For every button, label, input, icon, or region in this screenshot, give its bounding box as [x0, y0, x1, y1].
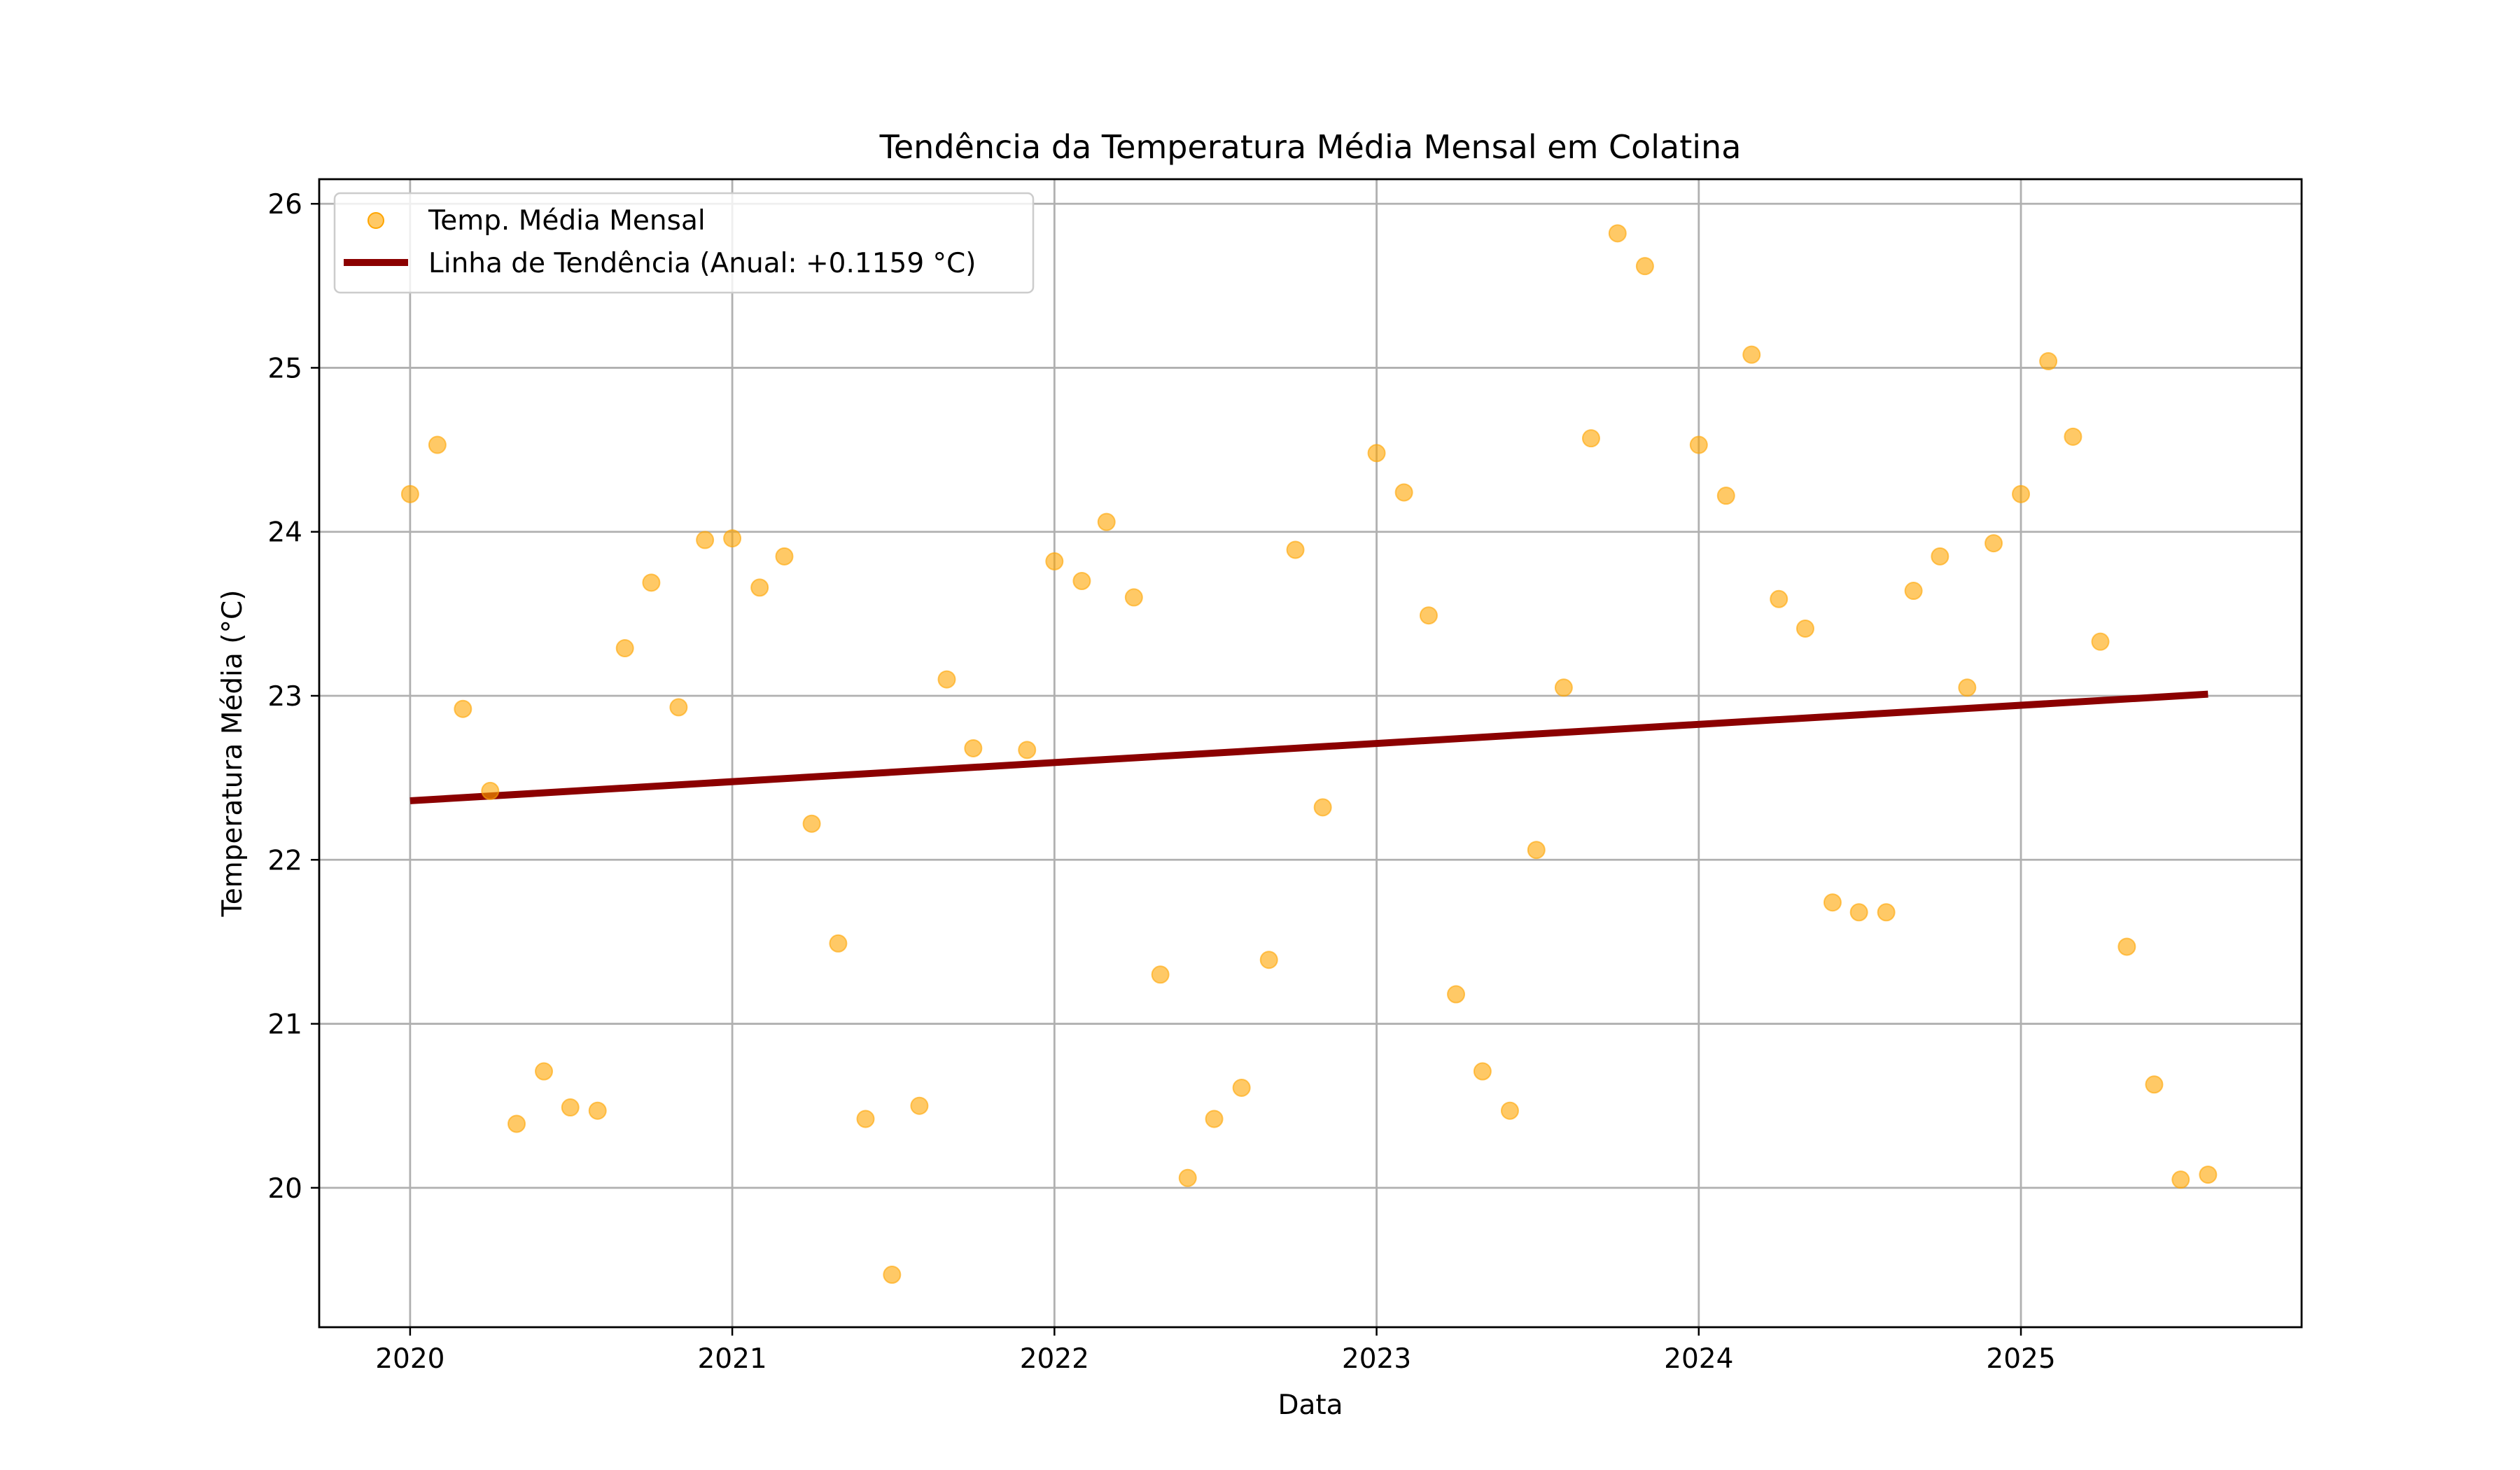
data-point — [2039, 352, 2058, 371]
data-point — [400, 484, 419, 503]
data-point — [1018, 741, 1037, 760]
data-point — [2091, 632, 2110, 651]
data-point — [802, 814, 821, 833]
y-tick-label: 22 — [267, 845, 302, 876]
data-point — [1931, 547, 1949, 566]
plot-frame — [318, 178, 2303, 1329]
data-point — [1259, 951, 1278, 969]
data-point — [1045, 552, 1064, 570]
scatter-points — [400, 224, 2218, 1284]
data-point — [2118, 937, 2136, 956]
data-point — [1770, 589, 1788, 608]
data-point — [481, 781, 500, 800]
data-point — [829, 934, 848, 953]
x-tick-label: 2020 — [375, 1343, 444, 1375]
data-point — [1500, 1101, 1519, 1120]
data-point — [1367, 444, 1386, 463]
data-point — [1635, 257, 1654, 276]
data-point — [1286, 540, 1305, 559]
data-point — [615, 639, 634, 658]
data-point — [1313, 798, 1332, 817]
data-point — [535, 1062, 554, 1081]
data-point — [1232, 1078, 1251, 1097]
legend-box — [333, 192, 1035, 294]
data-point — [561, 1098, 580, 1117]
data-point — [1742, 345, 1761, 364]
data-point — [1419, 606, 1438, 625]
data-point — [1072, 572, 1091, 590]
data-point — [669, 698, 688, 717]
data-point — [428, 435, 447, 454]
data-point — [723, 529, 742, 548]
trend-layer — [410, 690, 2208, 804]
chart-title: Tendência da Temperatura Média Mensal em… — [879, 128, 1742, 166]
data-point — [775, 547, 794, 566]
y-tick-label: 20 — [267, 1173, 302, 1205]
y-axis-ticks: 20 21 22 23 24 25 26 — [267, 189, 319, 1205]
data-point — [1554, 678, 1573, 697]
y-axis-label: Temperatura Média (°C) — [217, 590, 248, 918]
data-point — [2012, 484, 2031, 503]
data-point — [1608, 224, 1627, 243]
grid-lines — [319, 179, 2302, 1327]
data-point — [642, 573, 661, 592]
data-point — [507, 1114, 526, 1133]
y-tick-label: 23 — [267, 681, 302, 713]
x-axis-ticks: 2020 2021 2022 2023 2024 2025 — [375, 1327, 2056, 1375]
data-point — [2171, 1170, 2190, 1189]
y-tick-label: 26 — [267, 189, 302, 220]
data-point — [1958, 678, 1977, 697]
data-point — [2199, 1166, 2218, 1184]
data-point — [1877, 903, 1896, 922]
y-tick-label: 25 — [267, 353, 302, 384]
x-tick-label: 2025 — [1986, 1343, 2055, 1375]
legend: Temp. Média Mensal Linha de Tendência (A… — [333, 192, 1035, 294]
data-point — [1178, 1168, 1197, 1187]
trend-line — [410, 690, 2208, 804]
y-tick-label: 24 — [267, 517, 302, 549]
data-point — [883, 1266, 902, 1284]
data-point — [856, 1110, 875, 1128]
data-point — [2145, 1075, 2164, 1094]
data-point — [1904, 582, 1923, 601]
data-point — [1823, 893, 1842, 912]
data-point — [1124, 588, 1143, 607]
data-point — [588, 1101, 607, 1120]
y-tick-label: 21 — [267, 1009, 302, 1041]
data-point — [1473, 1062, 1492, 1081]
data-point — [964, 738, 983, 757]
data-point — [1527, 841, 1546, 860]
data-point — [1394, 483, 1413, 502]
data-point — [1716, 486, 1735, 505]
data-point — [2064, 427, 2082, 446]
data-point — [750, 578, 769, 597]
data-point — [1795, 619, 1814, 638]
legend-label-trend: Linha de Tendência (Anual: +0.1159 °C) — [428, 248, 976, 279]
data-point — [1689, 435, 1708, 454]
data-point — [1984, 534, 2003, 553]
data-point — [1581, 429, 1600, 448]
x-tick-label: 2022 — [1020, 1343, 1089, 1375]
x-tick-label: 2021 — [697, 1343, 766, 1375]
data-point — [1205, 1110, 1224, 1128]
data-point — [696, 531, 715, 550]
data-point — [1151, 965, 1170, 984]
x-tick-label: 2023 — [1342, 1343, 1411, 1375]
legend-label-scatter: Temp. Média Mensal — [428, 205, 706, 237]
data-point — [1097, 512, 1116, 531]
x-axis-label: Data — [1278, 1390, 1343, 1421]
data-point — [1849, 903, 1868, 922]
data-point — [454, 699, 472, 718]
data-point — [1447, 985, 1466, 1004]
x-tick-label: 2024 — [1664, 1343, 1733, 1375]
data-point — [937, 670, 956, 689]
data-point — [910, 1096, 929, 1115]
legend-marker-icon — [368, 212, 384, 229]
